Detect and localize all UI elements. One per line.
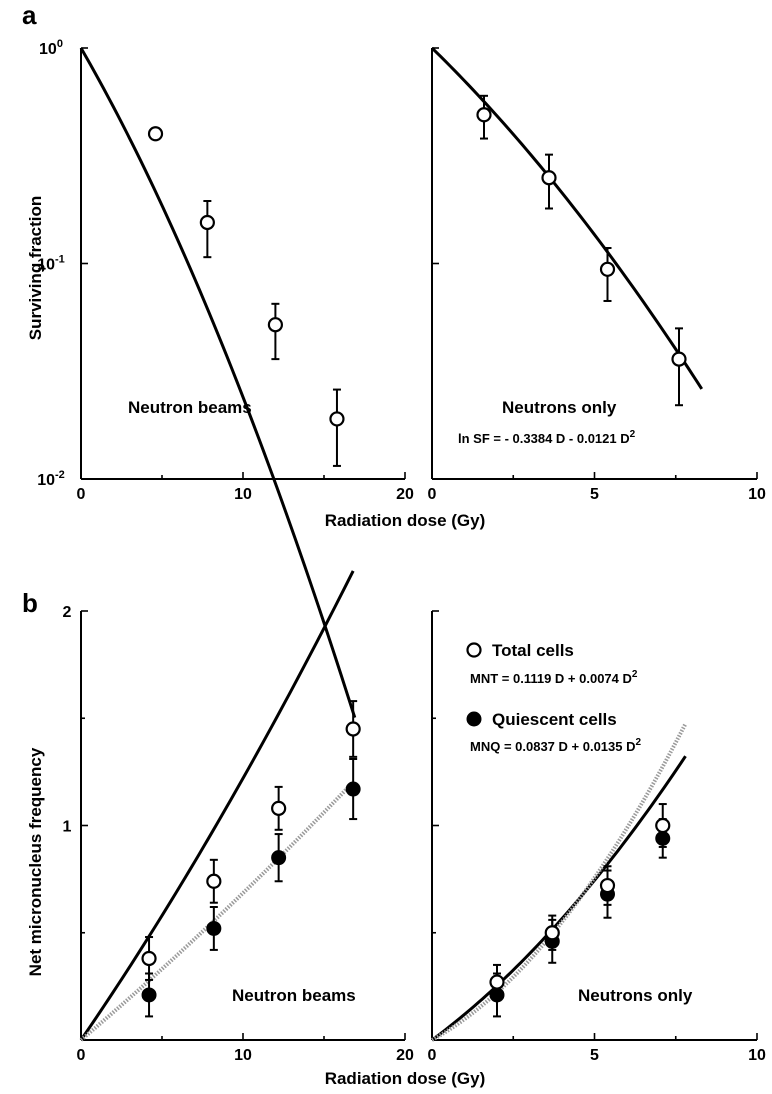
annotation-neutrons-only-b: Neutrons only xyxy=(578,986,693,1005)
y-tick-label: 2 xyxy=(63,604,72,621)
equation-quiescent-cells: MNQ = 0.0837 D + 0.0135 D2 xyxy=(470,737,641,754)
equation-quiescent-cells-text: MNQ = 0.0837 D + 0.0135 D xyxy=(470,739,635,754)
data-point-open xyxy=(147,126,164,142)
data-point-open xyxy=(267,317,283,333)
data-point-open xyxy=(206,873,222,889)
y-tick-label-exponent: -2 xyxy=(55,469,65,481)
x-tick-label: 10 xyxy=(748,1047,766,1064)
fit-curve-solid xyxy=(79,570,355,1041)
data-point-filled xyxy=(206,920,222,936)
x-tick-label: 5 xyxy=(590,1047,599,1064)
x-tick-label: 5 xyxy=(590,486,599,503)
x-tick-label: 0 xyxy=(428,486,437,503)
data-point-filled xyxy=(345,781,361,797)
x-tick-label: 20 xyxy=(396,1047,414,1064)
data-point-open xyxy=(271,800,287,816)
fit-curve xyxy=(430,46,704,390)
fit-curve-solid xyxy=(431,755,687,1042)
x-tick-label: 0 xyxy=(77,486,86,503)
data-point-open xyxy=(329,411,345,427)
x-tick-label: 20 xyxy=(396,486,414,503)
data-point-filled xyxy=(141,987,157,1003)
x-tick-label: 10 xyxy=(748,486,766,503)
y-tick-label-exponent: -1 xyxy=(55,254,65,266)
x-tick-label: 10 xyxy=(234,486,252,503)
plot-panel-a-right: 0 5 10 xyxy=(428,46,766,503)
y-tick-label: 100 xyxy=(39,38,63,58)
panel-letter-b: b xyxy=(22,588,38,618)
plot-panel-b-right: 0 5 10 xyxy=(428,610,766,1064)
panel-letter-a: a xyxy=(22,0,37,30)
y-tick-label-exponent: 0 xyxy=(57,38,63,50)
equation-total-cells: MNT = 0.1119 D + 0.0074 D2 xyxy=(470,669,638,686)
legend-total-cells: Total cells xyxy=(492,641,574,660)
equation-survival: ln SF = - 0.3384 D - 0.0121 D2 xyxy=(458,429,636,446)
x-tick-label: 10 xyxy=(234,1047,252,1064)
data-point-open xyxy=(671,351,687,367)
annotation-neutron-beams-a: Neutron beams xyxy=(128,398,252,417)
equation-quiescent-cells-exponent: 2 xyxy=(635,737,641,748)
plot-panel-b: 0 10 20 1 2 xyxy=(63,570,414,1064)
data-point-open xyxy=(655,817,671,834)
y-tick-label: 1 xyxy=(63,819,72,836)
legend-open-circle-marker xyxy=(466,642,482,658)
y-tick-label: 10-1 xyxy=(37,254,65,274)
legend-quiescent-cells: Quiescent cells xyxy=(492,710,617,729)
data-point-open xyxy=(544,925,560,941)
y-tick-label-base: 10 xyxy=(37,257,55,274)
equation-survival-exponent: 2 xyxy=(630,429,636,440)
data-point-open xyxy=(599,877,616,894)
data-point-open xyxy=(489,974,505,990)
y-tick-label-base: 10 xyxy=(37,472,55,489)
equation-survival-text: ln SF = - 0.3384 D - 0.0121 D xyxy=(458,431,630,446)
data-point-filled xyxy=(271,850,287,866)
x-axis-title-a: Radiation dose (Gy) xyxy=(325,511,486,530)
y-tick-label: 10-2 xyxy=(37,469,65,489)
y-tick-label-base: 10 xyxy=(39,41,57,58)
data-point-open xyxy=(476,107,492,123)
annotation-neutron-beams-b: Neutron beams xyxy=(232,986,356,1005)
equation-total-cells-exponent: 2 xyxy=(632,669,638,680)
data-point-open xyxy=(599,261,616,277)
equation-total-cells-text: MNT = 0.1119 D + 0.0074 D xyxy=(470,671,632,686)
x-axis-title-b: Radiation dose (Gy) xyxy=(325,1069,486,1088)
fit-curve xyxy=(79,47,357,719)
x-tick-label: 0 xyxy=(428,1047,437,1064)
data-point-open xyxy=(345,721,361,737)
legend-filled-circle-marker xyxy=(466,711,482,727)
data-point-open xyxy=(141,950,157,967)
data-point-open xyxy=(199,214,215,231)
y-axis-title-a: Surviving fraction xyxy=(26,196,45,341)
fit-curve-dotted xyxy=(79,780,355,1042)
x-tick-label: 0 xyxy=(77,1047,86,1064)
data-point-open xyxy=(541,170,557,186)
fit-curve-dotted xyxy=(431,722,688,1042)
y-axis-title-b: Net micronucleus frequency xyxy=(26,747,45,976)
annotation-neutrons-only-a: Neutrons only xyxy=(502,398,617,417)
